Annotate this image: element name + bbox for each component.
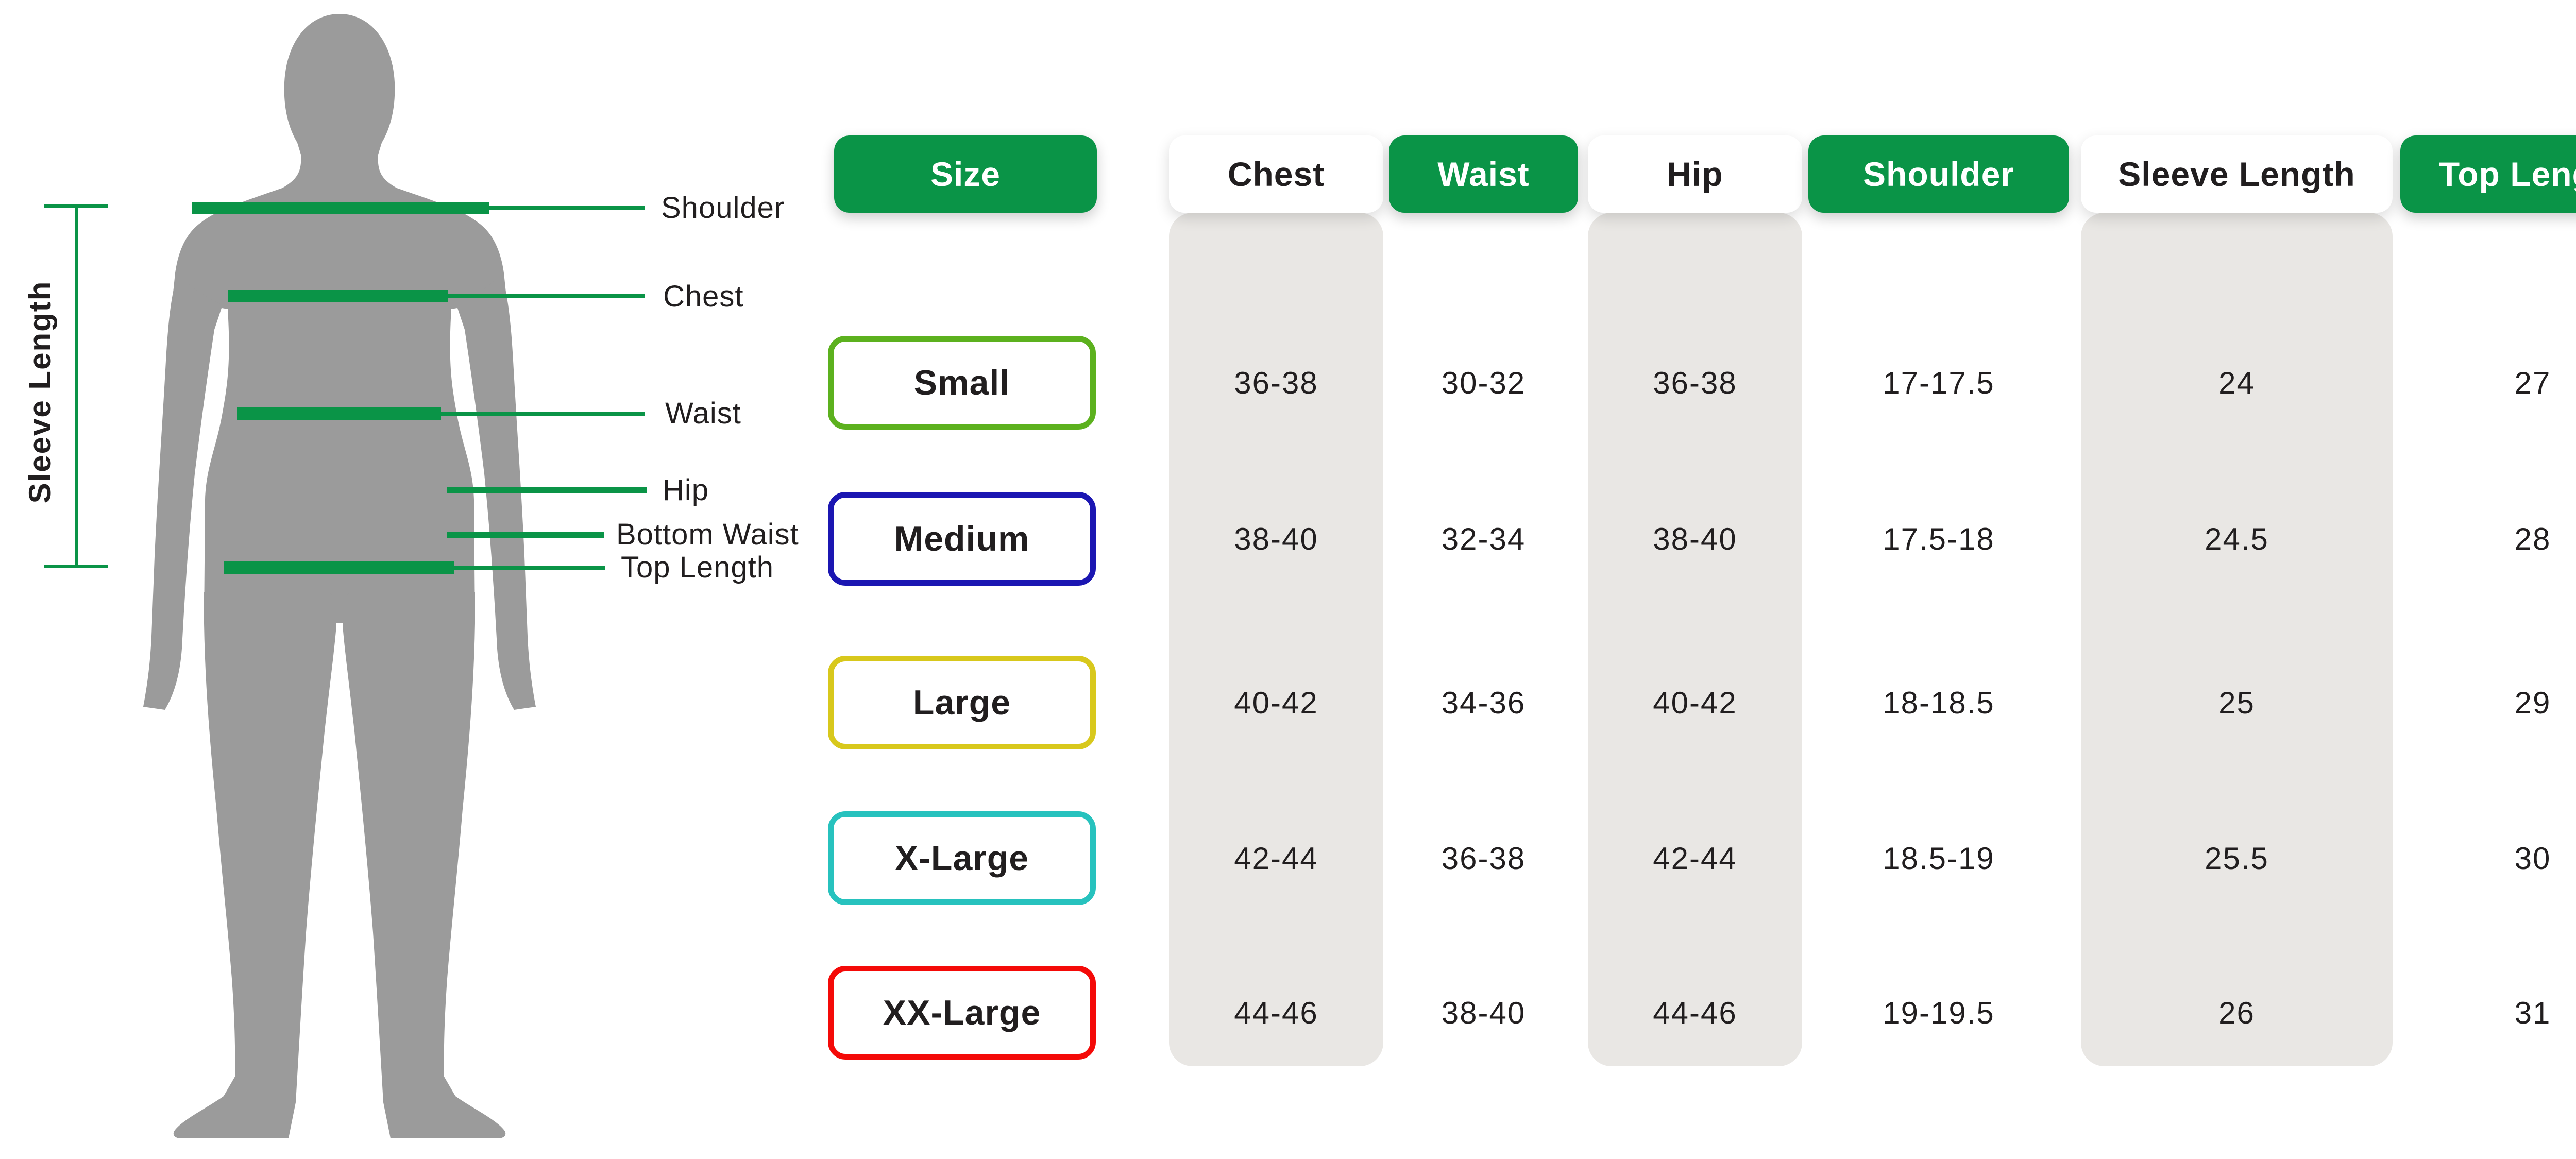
table-cell: 42-44 [1653,841,1737,876]
table-cell: 38-40 [1234,521,1318,556]
table-cell: 42-44 [1234,841,1318,876]
shoulder-leader-line [488,206,645,210]
table-cell: 24 [2218,365,2255,400]
top-length-column-header: Top Length [2400,135,2576,213]
table-cell: 18-18.5 [1883,685,1995,720]
size-button-x-large[interactable]: X-Large [828,811,1096,905]
table-cell: 17-17.5 [1883,365,1995,400]
table-cell: 38-40 [1441,995,1526,1030]
table-cell: 24.5 [2205,521,2269,556]
table-cell: 17.5-18 [1883,521,1995,556]
chest-column-stripe [1169,213,1383,1066]
sleeve-length-column-header: Sleeve Length [2081,135,2393,213]
chest-leader-line [447,294,645,298]
bottom-waist-leader-line [447,532,604,538]
table-cell: 31 [2514,995,2551,1030]
table-cell: 44-46 [1653,995,1737,1030]
table-cell: 30-32 [1441,365,1526,400]
silhouette-left-leg [173,592,337,1138]
waist-label: Waist [665,397,741,430]
table-cell: 29 [2514,685,2551,720]
table-cell: 40-42 [1234,685,1318,720]
top-length-measure-bar [224,561,454,574]
table-cell: 30 [2514,841,2551,876]
table-cell: 26 [2218,995,2255,1030]
table-cell: 44-46 [1234,995,1318,1030]
table-cell: 34-36 [1441,685,1526,720]
table-cell: 25 [2218,685,2255,720]
table-cell: 40-42 [1653,685,1737,720]
silhouette-right-leg [342,592,506,1138]
table-cell: 25.5 [2205,841,2269,876]
hip-label: Hip [663,473,709,507]
shoulder-column-header: Shoulder [1808,135,2069,213]
waist-leader-line [440,412,645,416]
bottom-waist-label: Bottom Waist [616,518,799,551]
size-button-medium[interactable]: Medium [828,492,1096,586]
size-column-header: Size [834,135,1097,213]
silhouette-left-arm [143,274,223,710]
table-cell: 36-38 [1441,841,1526,876]
shoulder-label: Shoulder [661,191,785,225]
table-cell: 18.5-19 [1883,841,1995,876]
silhouette-torso [173,14,506,623]
top-length-label: Top Length [621,551,774,584]
table-cell: 38-40 [1653,521,1737,556]
body-measurement-diagram: Sleeve Length Shoulder Chest Waist Hip B… [0,0,824,1159]
human-silhouette-graphic [44,14,647,1138]
chest-column-header: Chest [1169,135,1383,213]
size-button-large[interactable]: Large [828,656,1096,749]
table-cell: 36-38 [1234,365,1318,400]
sleeve-length-measure-line [75,206,78,568]
table-cell: 27 [2514,365,2551,400]
size-button-xx-large[interactable]: XX-Large [828,966,1096,1060]
sleeve-length-column-stripe [2081,213,2393,1066]
chest-measure-bar [228,290,448,302]
chest-label: Chest [663,280,744,313]
hip-column-stripe [1588,213,1802,1066]
waist-measure-bar [237,407,441,420]
table-cell: 19-19.5 [1883,995,1995,1030]
waist-column-header: Waist [1389,135,1578,213]
sleeve-length-top-cap [44,204,108,208]
table-cell: 32-34 [1441,521,1526,556]
table-cell: 28 [2514,521,2551,556]
shoulder-measure-bar [192,202,489,214]
sleeve-length-bottom-cap [44,565,108,568]
hip-leader-line [447,487,647,493]
hip-column-header: Hip [1588,135,1802,213]
top-length-leader-line [453,566,605,570]
size-button-small[interactable]: Small [828,336,1096,430]
table-cell: 36-38 [1653,365,1737,400]
